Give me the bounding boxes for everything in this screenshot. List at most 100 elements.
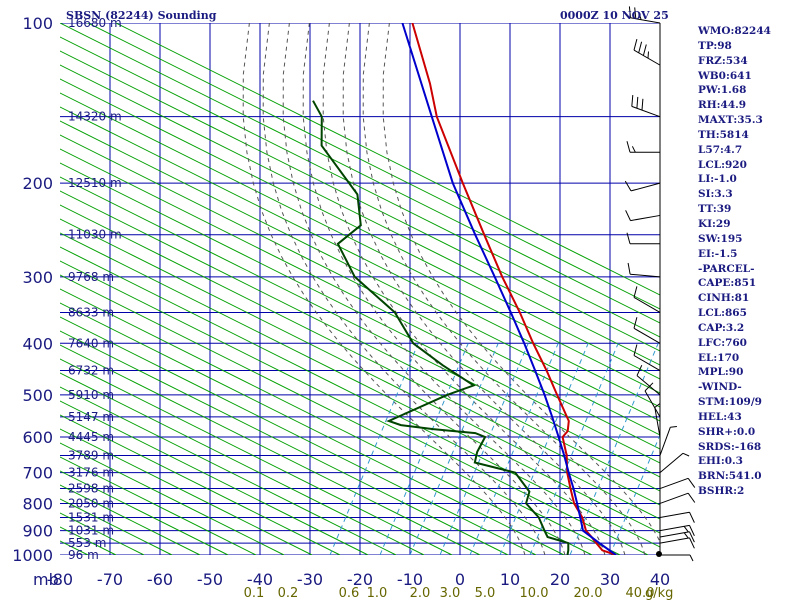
wind-barb: [659, 427, 671, 456]
pressure-tick-label: 900: [22, 522, 53, 541]
dry-adiabat-line: [114, 23, 660, 296]
dry-adiabat-line: [60, 316, 537, 555]
index-row: KI:29: [698, 217, 731, 230]
pressure-tick-label: 300: [22, 268, 53, 287]
wind-barb: [659, 452, 684, 473]
dry-adiabat-line: [60, 274, 621, 555]
moist-adiabat-line: [242, 23, 526, 555]
height-label: 14320 m: [68, 110, 122, 124]
index-row: SW:195: [698, 232, 743, 245]
wind-barb-flag: [689, 511, 695, 523]
height-label: 3176 m: [68, 466, 114, 480]
index-row: CINH:81: [698, 292, 750, 305]
temperature-tick-label: -50: [197, 570, 223, 589]
dry-adiabat-line: [60, 106, 660, 408]
index-row: -WIND-: [698, 381, 742, 394]
temperature-tick-label: -10: [397, 570, 423, 589]
index-row: BRN:541.0: [698, 470, 762, 483]
dry-adiabat-line: [60, 23, 660, 324]
dry-adiabat-line: [60, 92, 660, 394]
height-label: 7640 m: [68, 336, 114, 350]
index-row: SHR+:0.0: [698, 425, 756, 438]
index-row: -PARCEL-: [698, 262, 755, 275]
wind-barb-flag: [633, 317, 638, 329]
height-label: 5910 m: [68, 388, 114, 402]
index-row: MAXT:35.3: [698, 114, 763, 127]
dry-adiabat-line: [60, 204, 660, 506]
index-row: CAP:3.2: [698, 321, 745, 334]
temperature-tick-label: -70: [97, 570, 123, 589]
mixing-ratio-line: [569, 343, 659, 555]
height-label: 5147 m: [68, 410, 114, 424]
height-label: 3789 m: [68, 448, 114, 462]
index-row: TT:39: [698, 203, 732, 216]
wind-barb-flag: [636, 364, 643, 376]
wind-barb: [633, 355, 661, 371]
mixing-ratio-unit-label: g/kg: [645, 586, 673, 600]
wind-barb: [636, 375, 661, 396]
dry-adiabat-line: [60, 288, 593, 555]
height-label: 1531 m: [68, 510, 114, 524]
wind-barb-flag: [670, 426, 677, 428]
dry-adiabat-line: [60, 414, 341, 555]
wind-barb-flag: [634, 7, 637, 19]
wind-barb: [659, 492, 689, 504]
dry-adiabat-line: [60, 134, 660, 436]
temperature-tick-label: -60: [147, 570, 173, 589]
height-label: 2050 m: [68, 496, 114, 510]
moist-adiabat-line: [322, 23, 606, 555]
wind-barb-flag: [624, 180, 632, 192]
mixing-ratio-label: 3.0: [440, 586, 461, 600]
index-row: SI:3.3: [698, 188, 733, 201]
dry-adiabat-line: [60, 50, 660, 352]
mixing-ratio-label: 1.0: [367, 586, 388, 600]
wind-barb-flag: [633, 38, 638, 51]
height-label: 553 m: [68, 536, 106, 550]
wind-barb: [633, 49, 661, 66]
parcel-trace: [401, 23, 617, 555]
height-label: 6732 m: [68, 364, 114, 378]
temperature-trace: [411, 23, 617, 555]
temperature-tick-label: -20: [347, 570, 373, 589]
dry-adiabat-line: [60, 442, 285, 555]
mixing-ratio-line: [609, 433, 660, 555]
pressure-tick-label: 700: [22, 464, 53, 483]
dry-adiabat-line: [0, 0, 4, 555]
height-label: 11030 m: [68, 228, 122, 242]
dry-adiabat-line: [60, 330, 509, 555]
index-row: LCL:865: [698, 307, 747, 320]
wind-barb-flag: [687, 478, 696, 488]
dry-adiabat-line: [60, 372, 425, 555]
chart-title: SBSN (82244) Sounding: [66, 9, 217, 22]
dry-adiabat-line: [60, 358, 453, 555]
moist-adiabat-line: [342, 23, 626, 555]
height-label: 12510 m: [68, 176, 122, 190]
index-row: EL:170: [698, 351, 740, 364]
wind-barb-flag: [626, 141, 631, 153]
temperature-tick-label: -30: [297, 570, 323, 589]
dry-adiabat-line: [60, 190, 660, 492]
wind-barb-flag: [687, 492, 696, 503]
wind-barb-flag: [689, 525, 695, 537]
mixing-ratio-label: 40.0: [626, 586, 655, 600]
dry-adiabat-line: [60, 386, 397, 555]
dry-adiabat-line: [60, 400, 369, 555]
dry-adiabat-line: [60, 64, 660, 366]
index-row: STM:109/9: [698, 396, 762, 409]
wind-barb-flag: [689, 554, 694, 562]
index-row: HEL:43: [698, 410, 742, 423]
wind-barb: [659, 477, 689, 490]
temperature-tick-label: 40: [650, 570, 670, 589]
wind-barb-flag: [638, 41, 643, 53]
mixing-ratio-label: 20.0: [574, 586, 603, 600]
dry-adiabat-line: [60, 218, 660, 520]
wind-barb-flag: [683, 532, 689, 539]
wind-barb-flag: [654, 402, 661, 408]
index-row: TP:98: [698, 39, 732, 52]
sounding-traces: [312, 23, 617, 555]
mixing-ratio-line: [329, 343, 419, 555]
height-label: 1031 m: [68, 524, 114, 538]
wind-barb-flag: [647, 51, 649, 59]
dry-adiabat-line: [60, 260, 649, 555]
